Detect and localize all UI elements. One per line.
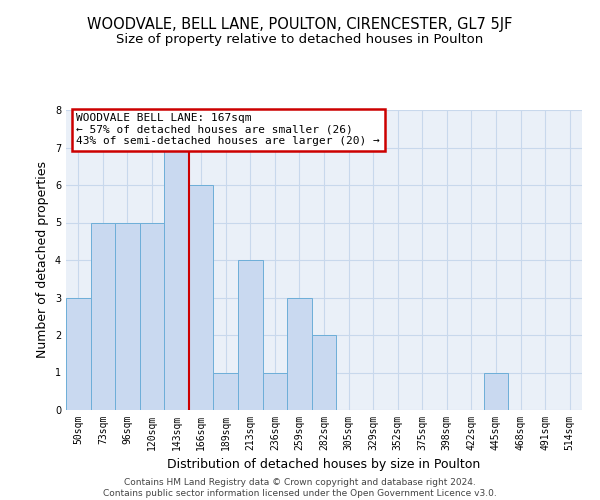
Bar [140,222,164,410]
Text: WOODVALE, BELL LANE, POULTON, CIRENCESTER, GL7 5JF: WOODVALE, BELL LANE, POULTON, CIRENCESTE… [88,18,512,32]
Text: Contains HM Land Registry data © Crown copyright and database right 2024.
Contai: Contains HM Land Registry data © Crown c… [103,478,497,498]
Bar [189,185,214,410]
Bar [312,335,336,410]
Bar [214,372,238,410]
Bar [287,298,312,410]
Bar [91,222,115,410]
Text: Size of property relative to detached houses in Poulton: Size of property relative to detached ho… [116,32,484,46]
Bar [66,298,91,410]
Y-axis label: Number of detached properties: Number of detached properties [37,162,49,358]
Bar [164,148,189,410]
Bar [263,372,287,410]
Bar [238,260,263,410]
X-axis label: Distribution of detached houses by size in Poulton: Distribution of detached houses by size … [167,458,481,471]
Bar [115,222,140,410]
Bar [484,372,508,410]
Text: WOODVALE BELL LANE: 167sqm
← 57% of detached houses are smaller (26)
43% of semi: WOODVALE BELL LANE: 167sqm ← 57% of deta… [76,113,380,146]
